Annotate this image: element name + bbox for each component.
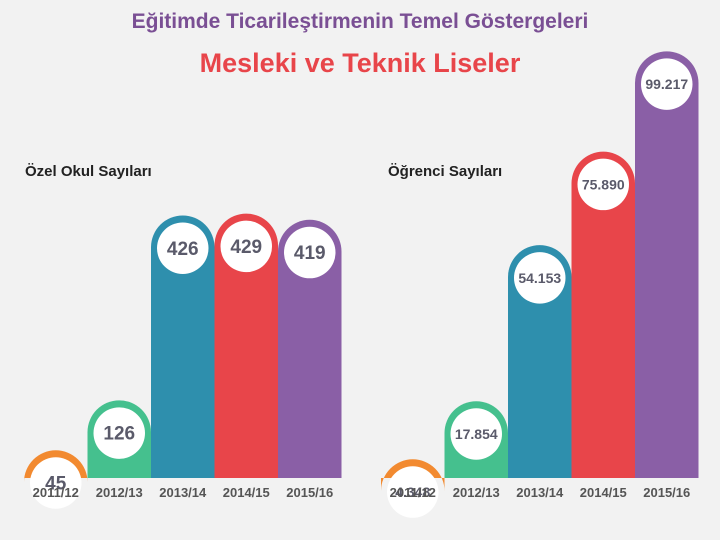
schools-bar-2014/15: [214, 213, 278, 479]
students-bubble-2012/13: [450, 408, 502, 460]
schools-value-label-2012/13: 126: [103, 424, 135, 445]
students-value-label-2014/15: 75.890: [582, 176, 625, 192]
students-tick-label-2015/16: 2015/16: [643, 485, 690, 500]
schools-bubble-2011/12: [30, 457, 82, 509]
students-tick-label-2012/13: 2012/13: [453, 485, 500, 500]
students-bar-2013/14: [508, 245, 572, 478]
schools-value-label-2015/16: 419: [294, 243, 326, 264]
schools-value-label-2013/14: 426: [167, 239, 199, 260]
students-tick-label-2011/12: 2011/12: [390, 485, 436, 500]
schools-value-label-2014/15: 429: [230, 237, 262, 258]
schools-tick-label-2015/16: 2015/16: [286, 485, 333, 500]
schools-bubble-2014/15: [220, 220, 272, 273]
students-bubble-2014/15: [577, 158, 629, 211]
students-bubble-2015/16: [641, 58, 693, 110]
students-value-label-2012/13: 17.854: [455, 426, 498, 442]
students-bar-2014/15: [571, 151, 635, 478]
schools-bar-2013/14: [151, 215, 215, 478]
schools-bubble-2013/14: [157, 222, 209, 274]
schools-tick-label-2013/14: 2013/14: [159, 485, 207, 500]
schools-tick-label-2014/15: 2014/15: [223, 485, 270, 500]
page-title: Eğitimde Ticarileştirmenin Temel Gösterg…: [131, 10, 589, 33]
students-bar-2015/16: [635, 51, 699, 479]
page-subtitle: Mesleki ve Teknik Liseler: [199, 48, 521, 78]
students-value-label-2015/16: 99.217: [645, 76, 688, 92]
students-bubble-2013/14: [514, 252, 566, 304]
schools-bubble-2012/13: [93, 407, 145, 459]
students-tick-label-2014/15: 2014/15: [580, 485, 627, 500]
schools-tick-label-2011/12: 2011/12: [33, 485, 79, 500]
schools-bubble-2015/16: [284, 226, 336, 279]
schools-tick-label-2012/13: 2012/13: [96, 485, 143, 500]
students-bubble-2011/12: [387, 466, 439, 518]
chart-title-schools: Özel Okul Sayıları: [25, 163, 152, 180]
students-value-label-2011/12: 4.348: [395, 484, 430, 500]
schools-value-label-2011/12: 45: [45, 474, 67, 495]
students-tick-label-2013/14: 2013/14: [516, 485, 564, 500]
students-value-label-2013/14: 54.153: [518, 270, 561, 286]
schools-bar-2015/16: [278, 219, 342, 479]
chart-title-students: Öğrenci Sayıları: [388, 163, 503, 180]
